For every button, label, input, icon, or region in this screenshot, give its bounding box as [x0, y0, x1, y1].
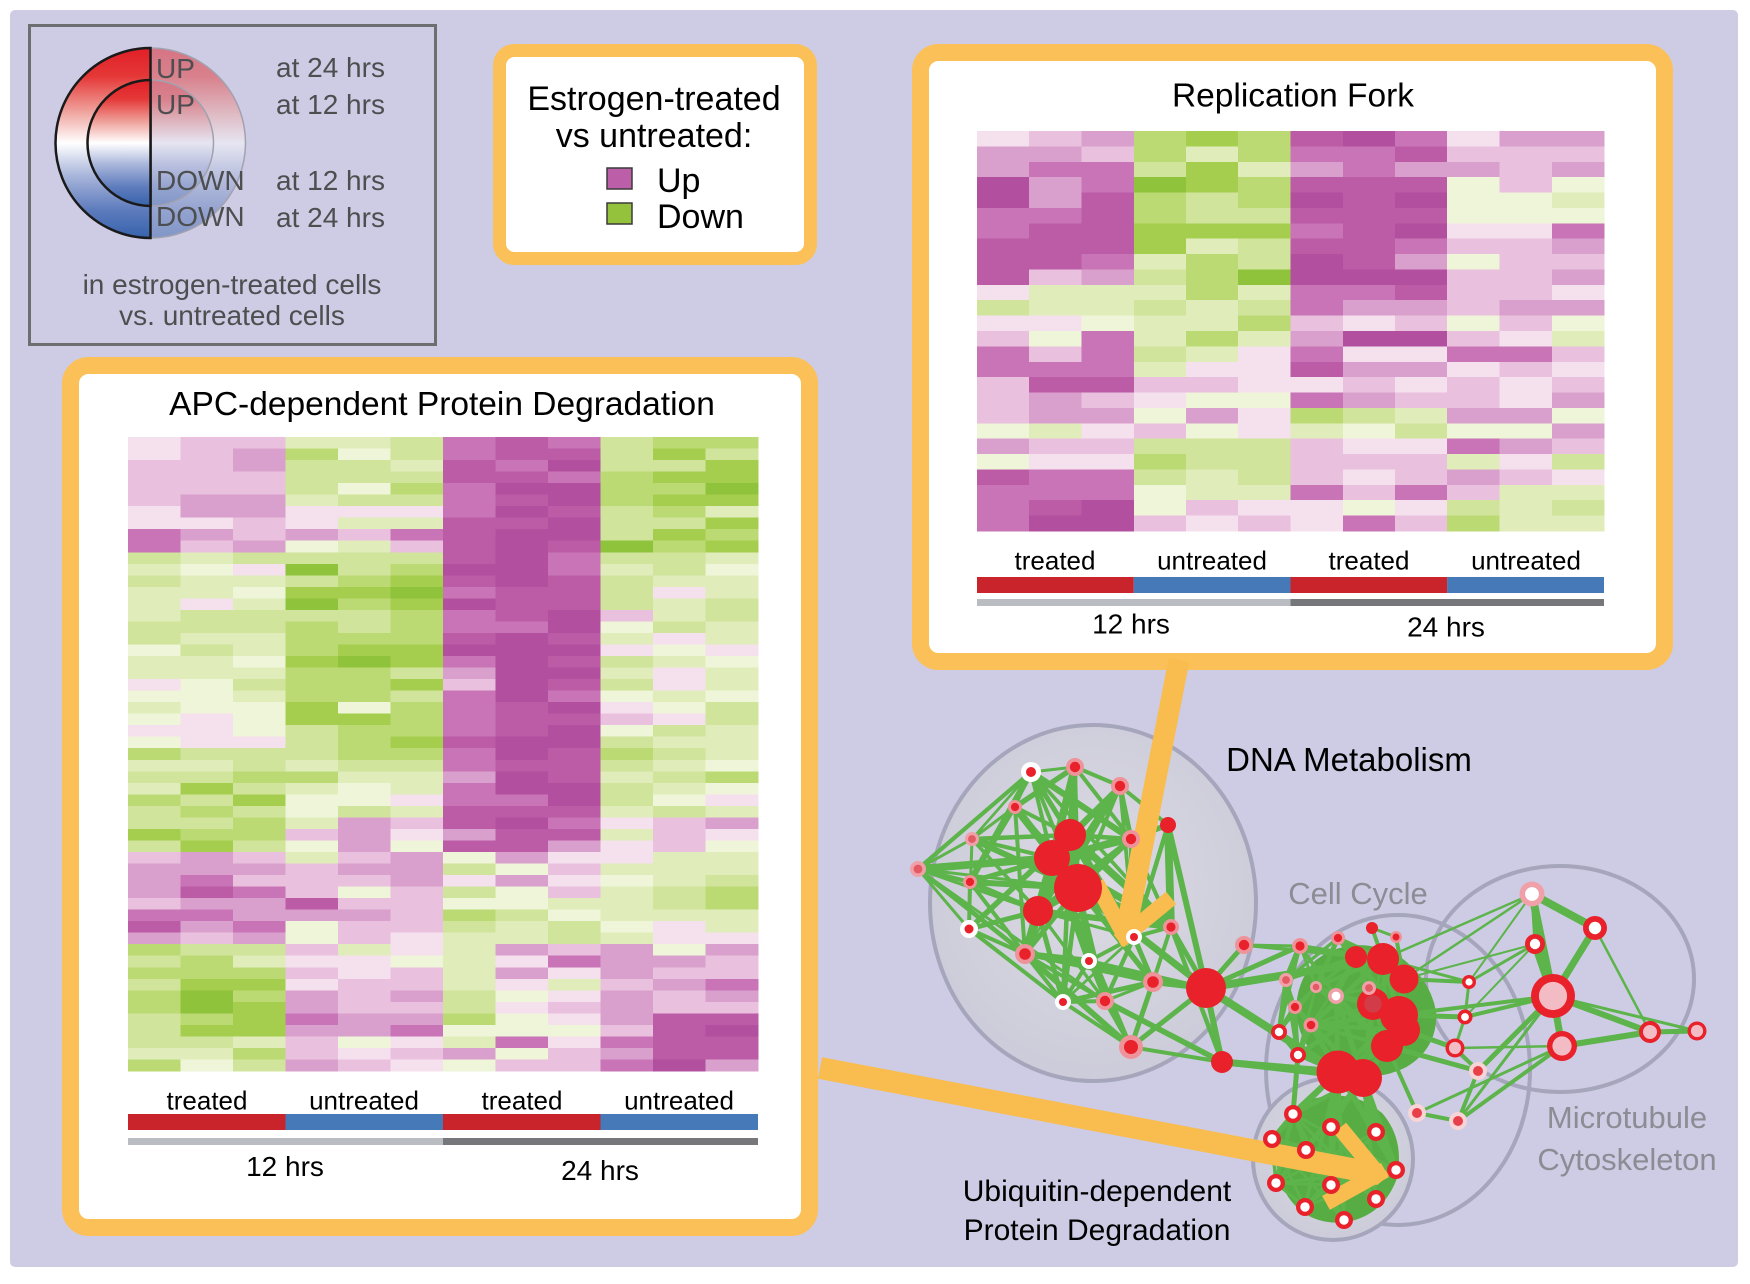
svg-text:Up: Up — [657, 162, 700, 200]
svg-text:at 24 hrs: at 24 hrs — [276, 202, 385, 233]
svg-text:vs. untreated cells: vs. untreated cells — [119, 300, 345, 331]
svg-text:12 hrs: 12 hrs — [1092, 609, 1170, 640]
svg-text:untreated: untreated — [1471, 546, 1581, 576]
svg-text:at 12 hrs: at 12 hrs — [276, 165, 385, 196]
svg-text:DOWN: DOWN — [156, 201, 245, 232]
svg-text:treated: treated — [1015, 546, 1096, 576]
svg-text:Estrogen-treated: Estrogen-treated — [527, 80, 780, 118]
svg-text:treated: treated — [482, 1086, 563, 1116]
svg-text:Down: Down — [657, 198, 744, 236]
svg-text:vs untreated:: vs untreated: — [556, 117, 753, 155]
svg-text:at 12 hrs: at 12 hrs — [276, 89, 385, 120]
svg-text:treated: treated — [167, 1086, 248, 1116]
svg-text:at 24 hrs: at 24 hrs — [276, 52, 385, 83]
svg-text:untreated: untreated — [309, 1086, 419, 1116]
svg-text:24 hrs: 24 hrs — [1407, 612, 1485, 643]
svg-text:12 hrs: 12 hrs — [246, 1151, 324, 1182]
svg-text:DNA Metabolism: DNA Metabolism — [1226, 741, 1472, 778]
svg-text:Cell Cycle: Cell Cycle — [1288, 876, 1428, 911]
svg-text:untreated: untreated — [1157, 546, 1267, 576]
svg-text:UP: UP — [156, 89, 195, 120]
svg-text:untreated: untreated — [624, 1086, 734, 1116]
svg-text:Microtubule: Microtubule — [1547, 1100, 1707, 1135]
svg-text:APC-dependent Protein Degradat: APC-dependent Protein Degradation — [169, 386, 715, 423]
svg-text:Cytoskeleton: Cytoskeleton — [1537, 1142, 1716, 1177]
svg-text:Replication Fork: Replication Fork — [1172, 78, 1414, 115]
svg-text:Protein Degradation: Protein Degradation — [964, 1214, 1231, 1247]
svg-text:24 hrs: 24 hrs — [561, 1155, 639, 1186]
svg-text:in estrogen-treated cells: in estrogen-treated cells — [83, 269, 382, 300]
svg-text:treated: treated — [1329, 546, 1410, 576]
svg-text:DOWN: DOWN — [156, 165, 245, 196]
svg-text:UP: UP — [156, 53, 195, 84]
svg-text:Ubiquitin-dependent: Ubiquitin-dependent — [963, 1175, 1232, 1208]
